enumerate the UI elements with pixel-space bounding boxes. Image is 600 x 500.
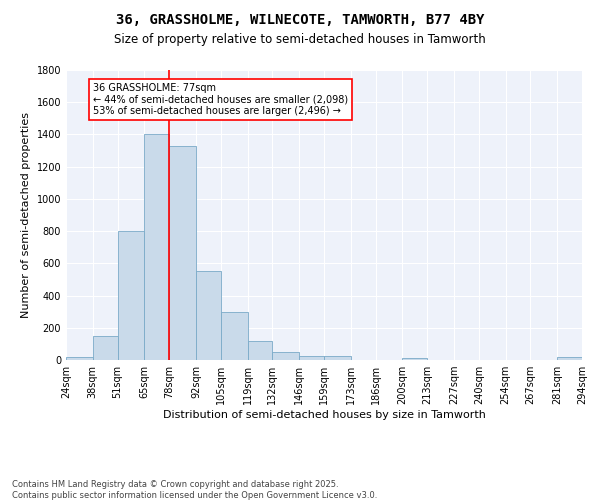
Bar (221, 312, 248, 360)
Bar (66, 357, 93, 360)
Bar (93, 336, 118, 360)
Text: 36, GRASSHOLME, WILNECOTE, TAMWORTH, B77 4BY: 36, GRASSHOLME, WILNECOTE, TAMWORTH, B77… (116, 12, 484, 26)
Bar (272, 352, 299, 360)
Bar (324, 356, 351, 360)
Text: Contains HM Land Registry data © Crown copyright and database right 2025.
Contai: Contains HM Land Registry data © Crown c… (12, 480, 377, 500)
Bar (169, 146, 196, 360)
Bar (145, 134, 169, 360)
Bar (248, 340, 272, 360)
Bar (299, 356, 324, 360)
Bar (557, 357, 582, 360)
X-axis label: Distribution of semi-detached houses by size in Tamworth: Distribution of semi-detached houses by … (163, 410, 485, 420)
Bar (118, 231, 145, 360)
Y-axis label: Number of semi-detached properties: Number of semi-detached properties (21, 112, 31, 318)
Text: Size of property relative to semi-detached houses in Tamworth: Size of property relative to semi-detach… (114, 32, 486, 46)
Text: 36 GRASSHOLME: 77sqm
← 44% of semi-detached houses are smaller (2,098)
53% of se: 36 GRASSHOLME: 77sqm ← 44% of semi-detac… (93, 83, 348, 116)
Bar (403, 358, 427, 360)
Bar (196, 272, 221, 360)
